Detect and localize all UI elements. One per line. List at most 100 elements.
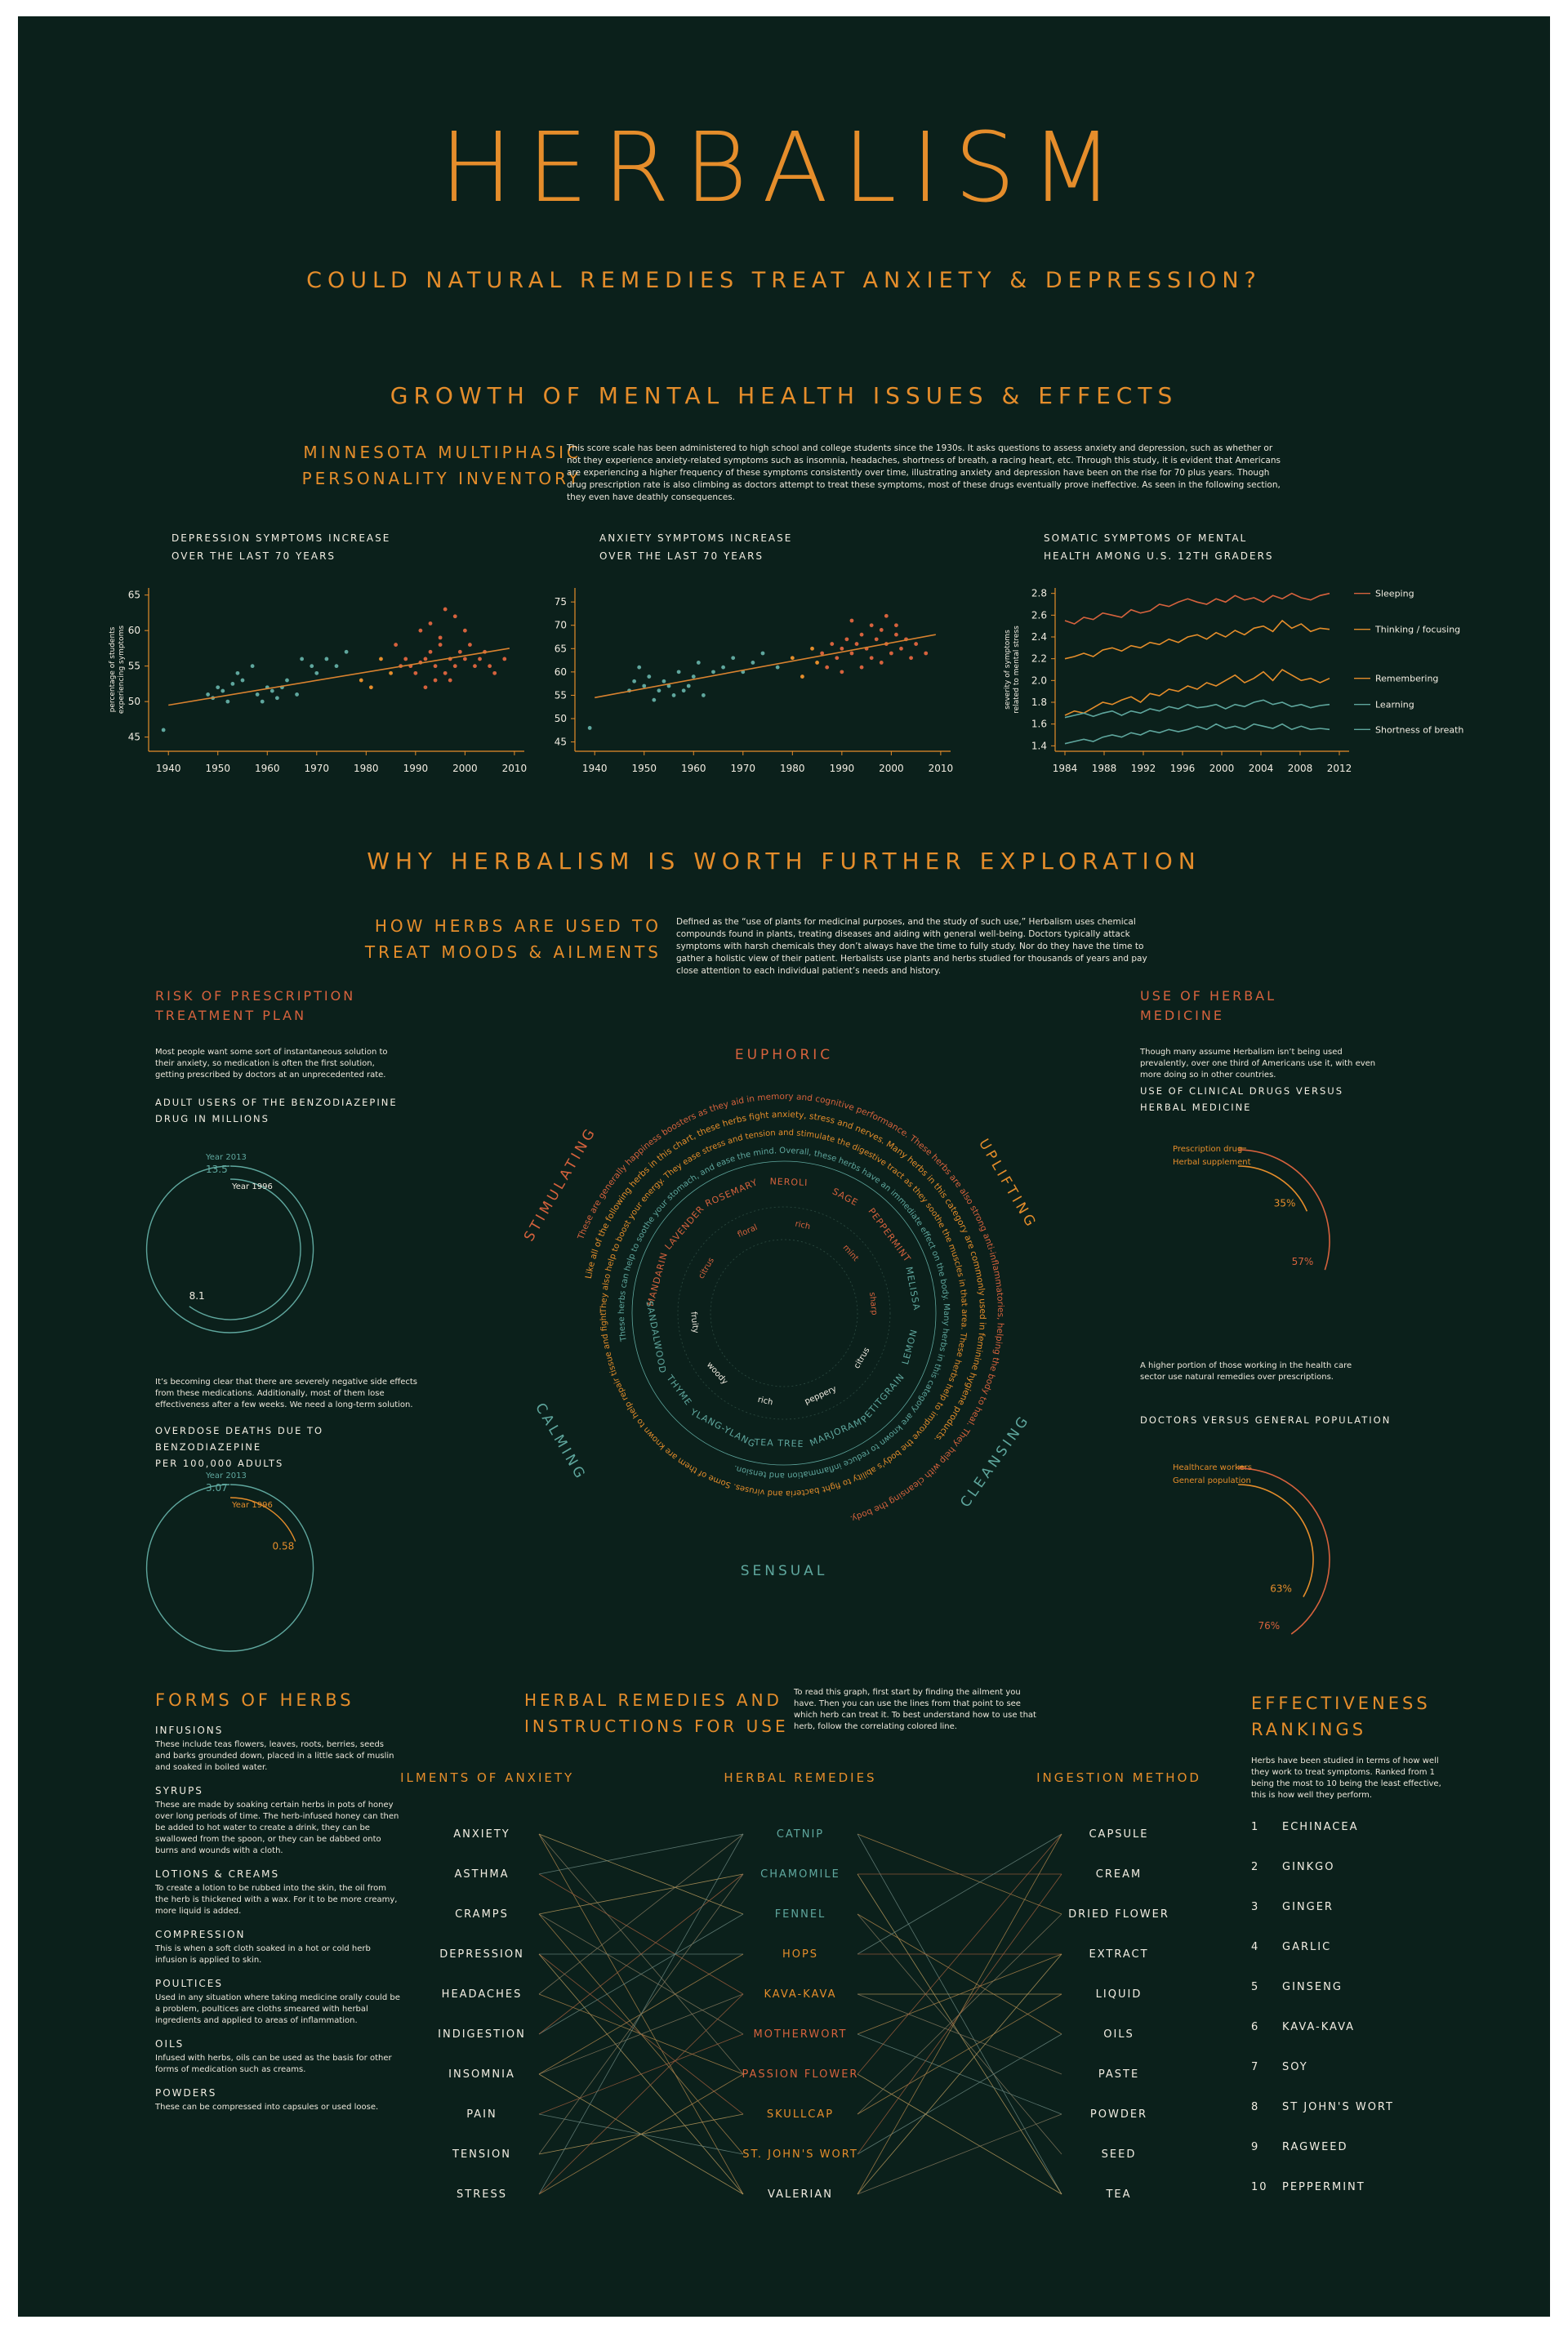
somatic-ylabel-line2: related to mental stress bbox=[1013, 626, 1021, 714]
method-label: PASTE bbox=[1098, 2068, 1139, 2081]
method-label: EXTRACT bbox=[1089, 1948, 1148, 1961]
clinical-vs-herbal-title: USE OF CLINICAL DRUGS VERSUS HERBAL MEDI… bbox=[1140, 1083, 1410, 1115]
clinical-vs-herbal-arc1 bbox=[1238, 1149, 1330, 1271]
rank-number: 4 bbox=[1251, 1941, 1260, 1953]
depression-point bbox=[260, 699, 265, 704]
rank-number: 7 bbox=[1251, 2061, 1260, 2073]
depression-point bbox=[492, 670, 497, 675]
rank-herb-name: GINGER bbox=[1282, 1901, 1334, 1913]
somatic-line-chart: 1.4 1.6 1.8 2.0 2.2 2.4 2.6 2.8 1984 1988 1992 1996… bbox=[1004, 588, 1463, 774]
depression-point bbox=[220, 688, 225, 693]
somatic-ylabel: severity of symptoms related to mental st… bbox=[1004, 626, 1021, 714]
clinical-vs-herbal-legend2: Herbal supplement bbox=[1173, 1158, 1251, 1167]
link-herb-method bbox=[857, 1993, 1062, 2115]
somatic-series-1 bbox=[1064, 619, 1330, 660]
herb-label: ST. JOHN'S WORT bbox=[742, 2148, 858, 2161]
herb-label: CATNIP bbox=[777, 1828, 824, 1841]
wheel-herb-12: THYME bbox=[664, 1373, 694, 1408]
benzo-users-title-line1: ADULT USERS OF THE BENZODIAZEPINE bbox=[155, 1097, 398, 1108]
benzo-users-outer-label: Year 2013 bbox=[205, 1153, 247, 1162]
depression-point bbox=[274, 696, 279, 701]
depression-point bbox=[433, 664, 438, 669]
benzo-deaths-inner-value: 0.58 bbox=[273, 1541, 295, 1552]
method-label: CAPSULE bbox=[1089, 1828, 1148, 1841]
form-item: SYRUPS These are made by soaking certain … bbox=[155, 1785, 400, 1857]
rank-herb-name: GARLIC bbox=[1282, 1941, 1332, 1953]
anxiety-point bbox=[632, 679, 637, 683]
depression-point bbox=[161, 728, 166, 732]
wheel-note-8: woody bbox=[705, 1360, 729, 1387]
form-item: POWDERS These can be compressed into caps… bbox=[155, 2087, 400, 2113]
anxiety-x-tick-label: 1950 bbox=[631, 763, 657, 774]
somatic-y-tick-label: 2.8 bbox=[1031, 588, 1047, 599]
benzo-deaths-inner-label: Year 1996 bbox=[231, 1501, 273, 1510]
anxiety-point bbox=[844, 637, 849, 642]
risk-text1: Most people want some sort of instantane… bbox=[155, 1048, 388, 1080]
link-ailment-herb bbox=[538, 1833, 744, 2195]
wheel-herb-6: MELISSA bbox=[903, 1266, 922, 1311]
doctors-vs-population-ring-chart: Healthcare workers General population 76% 6… bbox=[1173, 1463, 1330, 1635]
how-herbs-text: Defined as the “use of plants for medici… bbox=[676, 917, 1147, 976]
form-item: COMPRESSION This is when a soft cloth soa… bbox=[155, 1929, 400, 1966]
anxiety-y-tick-label: 70 bbox=[555, 620, 567, 631]
rank-number: 8 bbox=[1251, 2101, 1260, 2113]
clinical-vs-herbal-ring-chart: Prescription drug Herbal supplement 57% 35% bbox=[1173, 1145, 1330, 1271]
depression-point bbox=[473, 664, 477, 669]
forms-list: INFUSIONS These include teas flowers, lea… bbox=[155, 1725, 400, 2125]
remedies-text: To read this graph, first start by findi… bbox=[794, 1688, 1036, 1731]
anxiety-point bbox=[825, 665, 830, 670]
wheel-note-0: citrus bbox=[697, 1256, 715, 1280]
depression-point bbox=[423, 657, 428, 661]
forms-heading: FORMS OF HERBS bbox=[155, 1690, 354, 1710]
wheel-herb-0: MANDARIN bbox=[645, 1251, 670, 1307]
herb-label: SKULLCAP bbox=[767, 2108, 834, 2121]
rank-herb-name: ECHINACEA bbox=[1282, 1821, 1359, 1833]
mmpi-title-line1: MINNESOTA MULTIPHASIC bbox=[303, 443, 581, 462]
depression-point bbox=[389, 670, 393, 675]
anxiety-x-tick-label: 1970 bbox=[731, 763, 756, 774]
benzo-deaths-title-line2: PER 100,000 ADULTS bbox=[155, 1458, 284, 1469]
wheel-herb-13: SANDALWOOD bbox=[644, 1300, 668, 1374]
depression-point bbox=[433, 678, 438, 683]
anxiety-point bbox=[879, 628, 884, 632]
link-ailment-herb bbox=[538, 1873, 744, 2035]
depression-y-tick-label: 50 bbox=[128, 696, 140, 707]
depression-point bbox=[225, 699, 230, 704]
herb-label: PASSION FLOWER bbox=[742, 2068, 859, 2081]
link-ailment-herb bbox=[538, 2033, 744, 2115]
anxiety-point bbox=[652, 697, 657, 702]
link-herb-method bbox=[857, 1953, 1062, 2035]
somatic-x-tick-label: 2008 bbox=[1288, 763, 1313, 774]
herb-label: MOTHERWORT bbox=[754, 2028, 848, 2041]
link-ailment-herb bbox=[538, 1993, 744, 2075]
somatic-series-2 bbox=[1064, 668, 1330, 716]
remedies-network-chart: AILMENTS OF ANXIETY HERBAL REMEDIES INGEST… bbox=[400, 1770, 1199, 2201]
wheel-category-uplifting: UPLIFTING bbox=[975, 1136, 1040, 1231]
benzo-users-title: ADULT USERS OF THE BENZODIAZEPINE DRUG I… bbox=[155, 1094, 425, 1127]
depression-point bbox=[206, 692, 211, 697]
benzo-deaths-title-line1: OVERDOSE DEATHS DUE TO BENZODIAZEPINE bbox=[155, 1425, 324, 1453]
herb-label: FENNEL bbox=[775, 1908, 826, 1921]
form-item: LOTIONS & CREAMS To create a lotion to be… bbox=[155, 1868, 400, 1917]
depression-point bbox=[403, 657, 408, 661]
wheel-herb-3: NEROLI bbox=[769, 1176, 808, 1188]
benzo-deaths-title: OVERDOSE DEATHS DUE TO BENZODIAZEPINE PE… bbox=[155, 1423, 433, 1471]
anxiety-point bbox=[711, 670, 715, 675]
effectiveness-heading: EFFECTIVENESS RANKINGS bbox=[1251, 1690, 1496, 1743]
somatic-legend-label-0: Sleeping bbox=[1375, 589, 1414, 599]
anxiety-point bbox=[840, 670, 844, 675]
depression-chart-title: DEPRESSION SYMPTOMS INCREASE OVER THE LA… bbox=[172, 529, 466, 565]
anxiety-title-line2: OVER THE LAST 70 YEARS bbox=[599, 550, 764, 562]
benzo-users-inner-value: 8.1 bbox=[189, 1290, 205, 1302]
poster-subtitle: COULD NATURAL REMEDIES TREAT ANXIETY & D… bbox=[306, 268, 1262, 293]
anxiety-x-tick-label: 1990 bbox=[830, 763, 855, 774]
link-herb-method bbox=[857, 1953, 1062, 2195]
herb-label: HOPS bbox=[782, 1948, 818, 1961]
depression-title-line2: OVER THE LAST 70 YEARS bbox=[172, 550, 336, 562]
depression-trendline bbox=[168, 648, 510, 706]
anxiety-x-tick-label: 1960 bbox=[681, 763, 706, 774]
depression-point bbox=[502, 657, 507, 661]
anxiety-y-tick-label: 45 bbox=[555, 737, 567, 748]
rank-herb-name: RAGWEED bbox=[1282, 2141, 1348, 2153]
depression-x-tick-label: 2000 bbox=[452, 763, 478, 774]
